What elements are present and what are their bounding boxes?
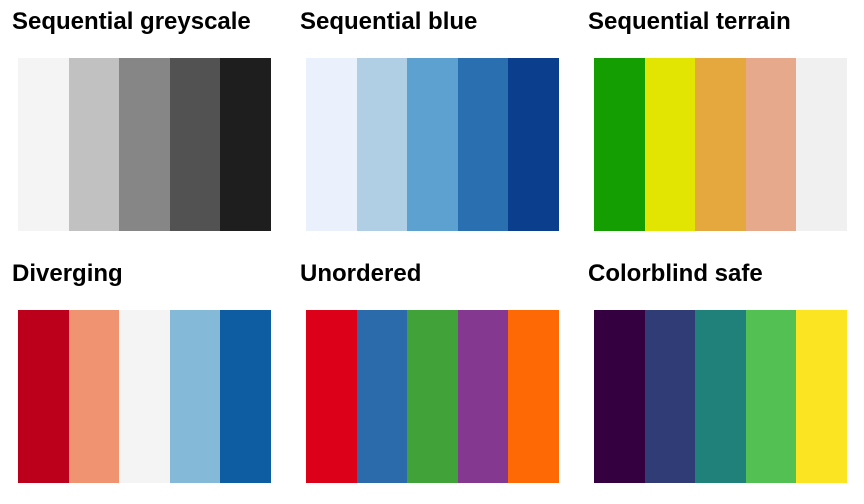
palette-panel-sequential-greyscale: Sequential greyscale	[0, 0, 271, 252]
color-swatch	[796, 58, 847, 231]
palette-title: Diverging	[12, 260, 123, 287]
palette-title: Sequential terrain	[588, 8, 791, 35]
swatch-row	[306, 58, 559, 231]
swatch-row	[594, 58, 847, 231]
color-swatch	[119, 310, 170, 483]
color-swatch	[457, 310, 509, 483]
color-swatch	[68, 58, 120, 231]
palette-title: Sequential blue	[300, 8, 478, 35]
palette-title: Unordered	[300, 260, 422, 287]
color-swatch	[356, 58, 408, 231]
color-swatch	[18, 310, 69, 483]
color-swatch	[407, 310, 458, 483]
color-swatch	[169, 310, 221, 483]
color-swatch	[644, 58, 696, 231]
color-swatch	[594, 58, 645, 231]
palette-panel-unordered: Unordered	[288, 252, 559, 504]
palette-panel-colorblind-safe: Colorblind safe	[576, 252, 847, 504]
color-swatch	[508, 58, 559, 231]
color-swatch	[695, 58, 746, 231]
color-swatch	[796, 310, 847, 483]
palette-panel-diverging: Diverging	[0, 252, 271, 504]
color-swatch	[119, 58, 170, 231]
color-swatch	[356, 310, 408, 483]
color-swatch	[457, 58, 509, 231]
color-swatch	[18, 58, 69, 231]
color-swatch	[695, 310, 746, 483]
swatch-row	[594, 310, 847, 483]
color-swatch	[407, 58, 458, 231]
color-swatch	[594, 310, 645, 483]
color-swatch	[644, 310, 696, 483]
swatch-row	[18, 58, 271, 231]
color-swatch	[68, 310, 120, 483]
color-swatch	[745, 58, 797, 231]
swatch-row	[18, 310, 271, 483]
palette-panel-sequential-blue: Sequential blue	[288, 0, 559, 252]
palette-panel-sequential-terrain: Sequential terrain	[576, 0, 847, 252]
palette-title: Colorblind safe	[588, 260, 763, 287]
color-swatch	[508, 310, 559, 483]
color-swatch	[220, 310, 271, 483]
palette-title: Sequential greyscale	[12, 8, 251, 35]
color-swatch	[306, 58, 357, 231]
swatch-row	[306, 310, 559, 483]
color-swatch	[220, 58, 271, 231]
color-swatch	[169, 58, 221, 231]
color-swatch	[306, 310, 357, 483]
color-swatch	[745, 310, 797, 483]
